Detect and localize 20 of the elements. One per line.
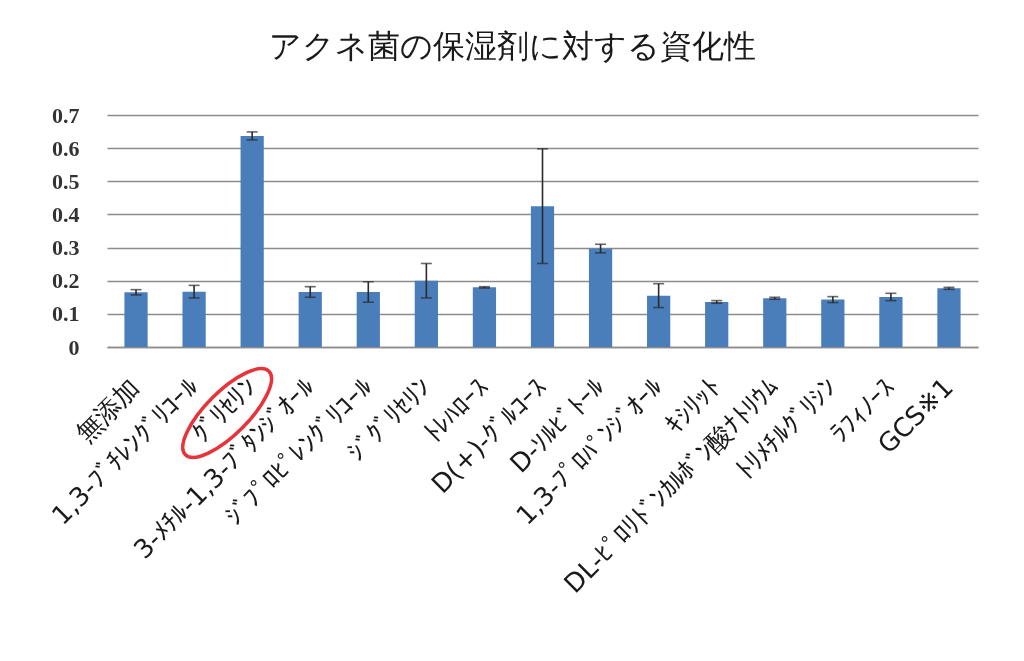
y-tick-label: 0.3 — [52, 235, 80, 261]
y-tick-label: 0.4 — [52, 201, 80, 227]
bar — [937, 288, 961, 347]
bar — [472, 287, 497, 347]
bar — [414, 280, 438, 347]
y-tick-label: 0 — [68, 334, 80, 360]
y-tick-label: 0.5 — [52, 168, 80, 194]
bar — [182, 291, 206, 347]
bar — [705, 301, 729, 347]
bar — [298, 291, 322, 347]
y-tick-label: 0.2 — [52, 268, 80, 294]
y-tick-label: 0.7 — [52, 102, 80, 128]
y-tick-label: 0.6 — [52, 135, 80, 161]
bar — [356, 291, 380, 347]
chart-title: アクネ菌の保湿剤に対する資化性 — [269, 27, 756, 65]
bar — [588, 248, 613, 347]
bar — [647, 295, 671, 347]
y-tick-label: 0.1 — [52, 301, 80, 327]
bar — [530, 206, 555, 347]
bar — [763, 298, 787, 347]
